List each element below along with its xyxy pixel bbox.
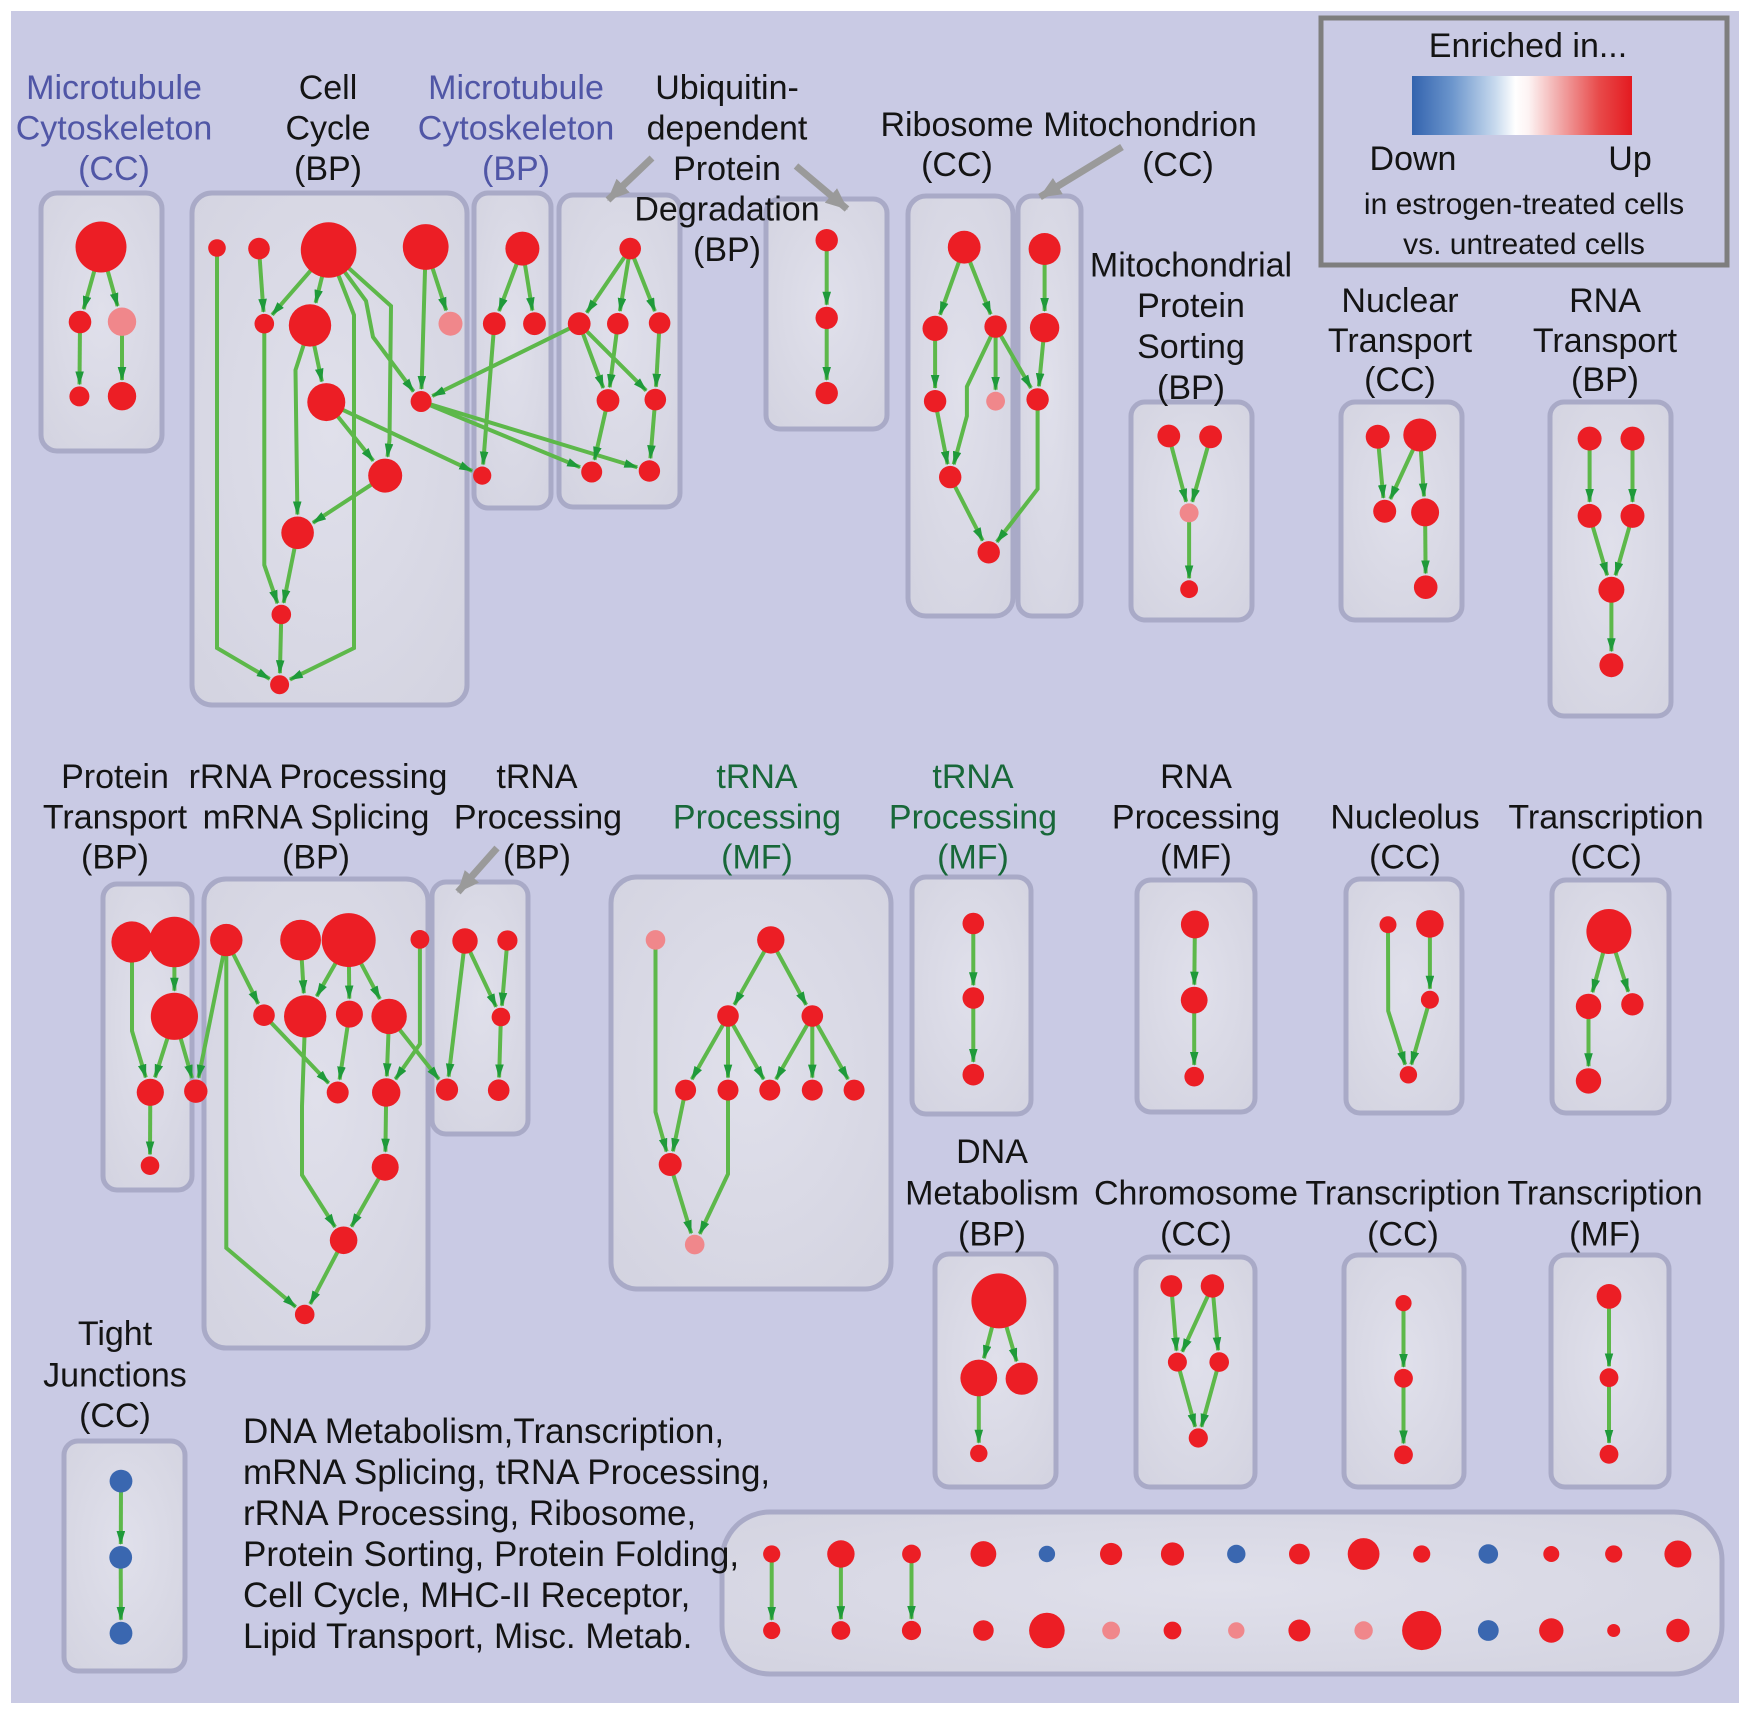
svg-text:(CC): (CC) xyxy=(1367,1216,1439,1254)
svg-text:(CC): (CC) xyxy=(78,150,150,188)
svg-text:Transport: Transport xyxy=(1328,322,1473,360)
svg-text:Transport: Transport xyxy=(1533,322,1678,360)
svg-text:(MF): (MF) xyxy=(1160,839,1232,877)
svg-text:(BP): (BP) xyxy=(1571,361,1639,399)
svg-text:(MF): (MF) xyxy=(721,839,793,877)
svg-text:(CC): (CC) xyxy=(1160,1216,1232,1254)
svg-text:Protein: Protein xyxy=(1137,287,1245,325)
svg-text:Cell Cycle, MHC-II Receptor,: Cell Cycle, MHC-II Receptor, xyxy=(243,1576,690,1615)
svg-text:(BP): (BP) xyxy=(1157,369,1225,407)
svg-text:Cell: Cell xyxy=(299,69,358,107)
svg-text:Cytoskeleton: Cytoskeleton xyxy=(418,110,615,148)
svg-text:Nucleolus: Nucleolus xyxy=(1330,799,1479,837)
svg-text:(BP): (BP) xyxy=(282,839,350,877)
svg-text:Up: Up xyxy=(1608,140,1651,178)
svg-text:Enriched in...: Enriched in... xyxy=(1429,27,1627,65)
svg-text:Mitochondrion: Mitochondrion xyxy=(1043,106,1257,144)
svg-text:DNA: DNA xyxy=(956,1133,1028,1171)
svg-text:tRNA: tRNA xyxy=(496,758,578,796)
svg-text:tRNA: tRNA xyxy=(932,758,1014,796)
svg-text:Protein: Protein xyxy=(61,758,169,796)
svg-text:mRNA Splicing: mRNA Splicing xyxy=(203,799,430,837)
svg-text:Protein: Protein xyxy=(673,150,781,188)
svg-text:RNA: RNA xyxy=(1569,282,1641,320)
svg-text:Lipid Transport, Misc. Metab.: Lipid Transport, Misc. Metab. xyxy=(243,1617,692,1656)
svg-text:Processing: Processing xyxy=(454,799,622,837)
svg-text:mRNA Splicing, tRNA Processing: mRNA Splicing, tRNA Processing, xyxy=(243,1453,770,1492)
svg-text:Transport: Transport xyxy=(43,799,188,837)
svg-text:Processing: Processing xyxy=(1112,799,1280,837)
svg-text:(CC): (CC) xyxy=(1364,361,1436,399)
svg-text:Chromosome: Chromosome xyxy=(1094,1175,1298,1213)
svg-text:(BP): (BP) xyxy=(503,839,571,877)
svg-text:Microtubule: Microtubule xyxy=(26,69,202,107)
svg-text:Mitochondrial: Mitochondrial xyxy=(1090,247,1292,285)
svg-text:(BP): (BP) xyxy=(693,231,761,269)
svg-text:Ribosome: Ribosome xyxy=(880,106,1033,144)
svg-text:(MF): (MF) xyxy=(937,839,1009,877)
svg-text:Metabolism: Metabolism xyxy=(905,1175,1079,1213)
svg-text:RNA: RNA xyxy=(1160,758,1232,796)
svg-text:(CC): (CC) xyxy=(1142,146,1214,184)
svg-text:Protein Sorting, Protein Foldi: Protein Sorting, Protein Folding, xyxy=(243,1535,739,1574)
svg-text:(CC): (CC) xyxy=(921,146,993,184)
svg-text:(BP): (BP) xyxy=(482,150,550,188)
svg-text:Sorting: Sorting xyxy=(1137,328,1245,366)
svg-text:(CC): (CC) xyxy=(79,1397,151,1435)
svg-text:in estrogen-treated cells: in estrogen-treated cells xyxy=(1364,188,1684,221)
svg-text:Transcription: Transcription xyxy=(1305,1175,1500,1213)
svg-text:rRNA Processing: rRNA Processing xyxy=(189,758,448,796)
svg-text:(BP): (BP) xyxy=(81,839,149,877)
svg-text:Transcription: Transcription xyxy=(1507,1175,1702,1213)
svg-text:Ubiquitin-: Ubiquitin- xyxy=(655,69,799,107)
svg-text:vs. untreated cells: vs. untreated cells xyxy=(1403,228,1645,261)
svg-text:Down: Down xyxy=(1370,140,1457,178)
svg-text:Tight: Tight xyxy=(78,1315,153,1353)
svg-text:(BP): (BP) xyxy=(958,1216,1026,1254)
svg-text:(CC): (CC) xyxy=(1570,839,1642,877)
svg-text:(CC): (CC) xyxy=(1369,839,1441,877)
svg-text:Cycle: Cycle xyxy=(285,110,370,148)
svg-text:Degradation: Degradation xyxy=(634,191,819,229)
svg-text:(BP): (BP) xyxy=(294,150,362,188)
svg-text:tRNA: tRNA xyxy=(716,758,798,796)
svg-text:DNA Metabolism,Transcription,: DNA Metabolism,Transcription, xyxy=(243,1412,724,1451)
svg-text:Processing: Processing xyxy=(889,799,1057,837)
svg-text:Processing: Processing xyxy=(673,799,841,837)
svg-text:Nuclear: Nuclear xyxy=(1341,282,1458,320)
svg-text:(MF): (MF) xyxy=(1569,1216,1641,1254)
svg-text:Transcription: Transcription xyxy=(1508,799,1703,837)
svg-text:rRNA Processing, Ribosome,: rRNA Processing, Ribosome, xyxy=(243,1494,696,1533)
svg-text:Microtubule: Microtubule xyxy=(428,69,604,107)
svg-text:dependent: dependent xyxy=(647,110,808,148)
svg-text:Cytoskeleton: Cytoskeleton xyxy=(16,110,213,148)
svg-text:Junctions: Junctions xyxy=(43,1357,187,1395)
